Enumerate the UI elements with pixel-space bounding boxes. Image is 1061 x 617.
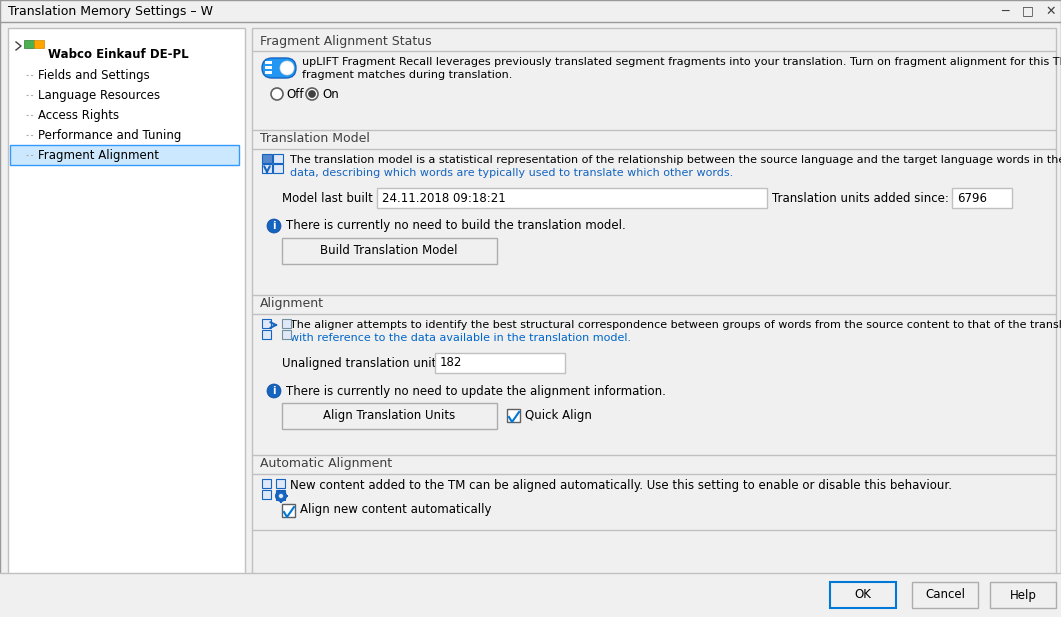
Bar [830,582,895,608]
Text: On: On [321,88,338,101]
Bar [0,573,1061,617]
Text: Translation units added since:: Translation units added since: [772,191,949,204]
Text: Fragment Alignment: Fragment Alignment [38,149,159,162]
Text: Automatic Alignment: Automatic Alignment [260,457,393,471]
Bar [265,71,272,74]
FancyBboxPatch shape [262,58,296,78]
Text: 182: 182 [440,357,463,370]
Circle shape [271,88,283,100]
Text: OK: OK [854,589,871,602]
Text: Align new content automatically: Align new content automatically [300,503,491,516]
Bar [253,28,1056,574]
Text: Quick Align: Quick Align [525,408,592,421]
Circle shape [276,491,286,502]
Bar [262,319,271,328]
Bar [280,489,282,492]
Bar [275,495,277,497]
Circle shape [280,61,294,75]
Bar [0,0,1061,22]
Bar [507,409,520,422]
Bar [377,188,767,208]
Text: with reference to the data available in the translation model.: with reference to the data available in … [290,333,631,343]
Bar [24,40,34,48]
Text: The aligner attempts to identify the best structural correspondence between grou: The aligner attempts to identify the bes… [290,320,1061,330]
Bar [276,499,278,501]
Text: Align Translation Units: Align Translation Units [323,408,455,421]
Circle shape [309,91,315,97]
Bar [273,154,283,163]
Bar [285,495,288,497]
Bar [276,491,278,493]
Circle shape [306,88,318,100]
Bar [262,154,272,163]
Text: fragment matches during translation.: fragment matches during translation. [302,70,512,80]
Bar [990,582,1056,608]
Text: i: i [273,221,276,231]
Bar [952,188,1012,208]
Text: Fragment Alignment Status: Fragment Alignment Status [260,35,432,48]
Bar [262,479,271,488]
Text: Unaligned translation units:: Unaligned translation units: [282,357,447,370]
Text: Fields and Settings: Fields and Settings [38,68,150,81]
Text: 6796: 6796 [957,191,987,204]
Text: Help: Help [1010,589,1037,602]
Text: There is currently no need to update the alignment information.: There is currently no need to update the… [286,384,666,397]
Bar [282,319,291,328]
Bar [282,504,295,517]
Text: The translation model is a statistical representation of the relationship betwee: The translation model is a statistical r… [290,155,1061,165]
Text: Language Resources: Language Resources [38,88,160,102]
Text: ✕: ✕ [1046,4,1057,17]
Text: 24.11.2018 09:18:21: 24.11.2018 09:18:21 [382,191,506,204]
Text: Model last built on:: Model last built on: [282,191,396,204]
Bar [262,164,272,173]
Bar [282,330,291,339]
Bar [276,490,285,499]
Bar [435,353,566,373]
Text: Performance and Tuning: Performance and Tuning [38,128,181,141]
Bar [273,164,283,173]
Circle shape [278,494,283,499]
Text: Off: Off [286,88,303,101]
Bar [284,491,285,493]
Text: Cancel: Cancel [925,589,966,602]
Text: Alignment: Alignment [260,297,324,310]
Text: New content added to the TM can be aligned automatically. Use this setting to en: New content added to the TM can be align… [290,479,952,492]
Bar [265,61,272,64]
Bar [10,145,239,165]
Bar [262,330,271,339]
Circle shape [267,384,281,398]
Text: ─: ─ [1002,4,1009,17]
Bar [276,479,285,488]
Text: upLIFT Fragment Recall leverages previously translated segment fragments into yo: upLIFT Fragment Recall leverages previou… [302,57,1061,67]
Bar [280,500,282,502]
Text: Translation Memory Settings – W: Translation Memory Settings – W [8,4,213,17]
Text: There is currently no need to build the translation model.: There is currently no need to build the … [286,220,626,233]
Bar [262,490,271,499]
Bar [284,499,285,501]
Bar [282,238,497,264]
Text: Translation Model: Translation Model [260,133,370,146]
Text: Access Rights: Access Rights [38,109,119,122]
Bar [8,28,245,574]
Circle shape [267,219,281,233]
Bar [282,403,497,429]
Text: data, describing which words are typically used to translate which other words.: data, describing which words are typical… [290,168,733,178]
Text: Build Translation Model: Build Translation Model [320,244,457,257]
Text: i: i [273,386,276,396]
Text: Wabco Einkauf DE-PL: Wabco Einkauf DE-PL [48,49,189,62]
Bar [912,582,978,608]
Text: □: □ [1022,4,1033,17]
Bar [265,66,272,69]
Bar [34,40,44,48]
